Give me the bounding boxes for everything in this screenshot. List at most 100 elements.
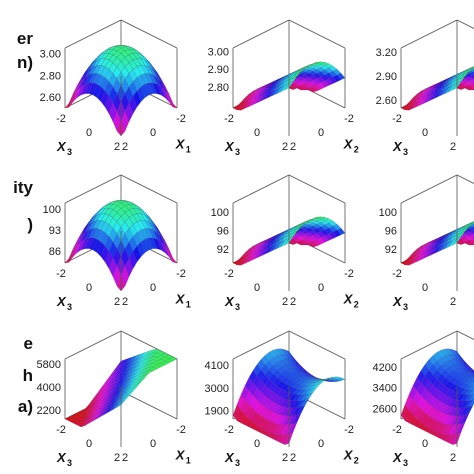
- surface-cell: [264, 420, 274, 434]
- surface-cell: [120, 395, 130, 403]
- surface-cell: [336, 377, 346, 381]
- surface-cell: [432, 432, 442, 438]
- surface-cell: [264, 398, 274, 411]
- surface-cell: [252, 243, 262, 250]
- surface-cell: [304, 242, 314, 248]
- surface-cell: [440, 348, 450, 356]
- right-axis-label: X: [175, 292, 186, 307]
- surface-cell: [444, 373, 454, 382]
- surface-cell: [468, 378, 474, 382]
- surface-cell: [312, 73, 322, 79]
- surface-cell: [108, 49, 118, 55]
- surface-cell: [296, 76, 306, 82]
- surface-cell: [124, 257, 134, 278]
- surface-cell: [108, 73, 118, 88]
- right-axis-tick: -2: [344, 424, 354, 436]
- surface-cell: [96, 53, 106, 61]
- surface-cell: [72, 241, 82, 257]
- box-edge: [456, 174, 474, 184]
- surface-cell: [92, 84, 102, 98]
- surface-cell: [252, 90, 262, 97]
- surface-cell: [448, 406, 458, 416]
- left-axis-subscript: 3: [235, 302, 240, 312]
- surface-cell: [404, 394, 414, 411]
- surface-cell: [104, 81, 114, 97]
- surface-cell: [416, 382, 426, 396]
- surface-cell: [460, 242, 470, 246]
- surface-cell: [436, 391, 446, 403]
- surface-cell: [256, 249, 266, 259]
- row-label-0-1: n): [17, 53, 33, 72]
- surface-cell: [296, 370, 306, 374]
- right-axis-subscript: 2: [354, 300, 359, 310]
- surface-cell: [424, 249, 434, 259]
- surface-cell: [252, 251, 262, 261]
- surface-cell: [412, 404, 422, 420]
- surface-cell: [436, 234, 446, 240]
- surface-cell: [140, 364, 150, 371]
- surface-cell: [416, 249, 426, 258]
- right-axis-subscript: 1: [186, 145, 191, 155]
- surface-cell: [112, 50, 122, 58]
- surface-cell: [412, 99, 422, 109]
- box-edge: [120, 174, 178, 204]
- z-tick-label: 3400: [373, 383, 397, 395]
- right-axis-tick: -2: [344, 268, 354, 280]
- surface-cell: [324, 218, 334, 224]
- box-edge: [232, 174, 290, 204]
- surface-cell: [292, 388, 302, 395]
- surface-cell: [448, 398, 458, 408]
- surface-cell: [308, 70, 318, 76]
- surface-cell: [132, 382, 142, 389]
- surface-cell: [468, 370, 474, 374]
- left-axis-tick: 2: [282, 452, 288, 464]
- surface-cell: [332, 229, 342, 237]
- surface-cell: [256, 241, 266, 248]
- surface-cell: [256, 359, 266, 371]
- surface-cell: [268, 243, 278, 253]
- surface-cell: [96, 65, 106, 76]
- surface-cell: [108, 62, 118, 74]
- surface-cell: [92, 395, 102, 403]
- surface-cell: [408, 101, 418, 111]
- surface-cell: [272, 394, 282, 405]
- surface-cell: [300, 238, 310, 246]
- left-axis-tick: 2: [282, 141, 288, 153]
- right-axis-subscript: 1: [186, 456, 191, 466]
- surface-cell: [440, 423, 450, 435]
- surface-cell: [308, 376, 318, 379]
- surface-cell: [440, 434, 450, 442]
- surface-cell: [424, 94, 434, 104]
- surface-cell: [428, 364, 438, 375]
- surface-cell: [320, 220, 330, 225]
- surface-cell: [84, 409, 94, 417]
- z-tick-label: 100: [211, 207, 229, 219]
- surface-cell: [336, 72, 346, 81]
- surface-cell: [448, 433, 458, 445]
- surface-cell: [280, 398, 290, 408]
- surface-cell: [400, 105, 410, 111]
- surface-cell: [412, 377, 422, 392]
- box-edge: [288, 330, 346, 360]
- right-axis-tick: 0: [318, 438, 324, 450]
- surface-cell: [304, 67, 314, 70]
- z-tick-label: 2.90: [208, 64, 229, 76]
- right-axis-subscript: 2: [354, 456, 359, 466]
- surface-cell: [444, 414, 454, 425]
- surface-cell: [256, 369, 266, 381]
- left-axis-tick: 0: [254, 282, 260, 294]
- surface-cell: [264, 360, 274, 370]
- left-axis-subscript: 3: [235, 458, 240, 468]
- left-axis-subscript: 3: [403, 302, 408, 312]
- surface-cell: [292, 363, 302, 369]
- row-labels: er n) ity) eh a): [13, 29, 33, 416]
- surface-cell: [256, 94, 266, 104]
- surface-cell: [252, 87, 262, 93]
- surface-cell: [408, 250, 418, 258]
- left-axis-tick: 2: [114, 141, 120, 153]
- surface-cell: [280, 238, 290, 248]
- surface-cell: [112, 110, 122, 132]
- right-axis-label: X: [343, 292, 354, 307]
- surface-cell: [304, 69, 314, 74]
